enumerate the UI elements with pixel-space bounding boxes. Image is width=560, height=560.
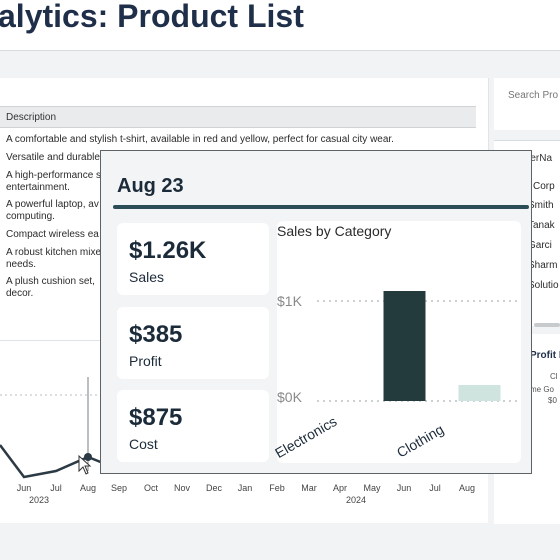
month-label: Nov (173, 483, 191, 493)
bar-electronics[interactable] (383, 291, 426, 401)
description-column-header[interactable]: Description (0, 106, 476, 128)
cursor-icon (78, 455, 92, 475)
customer-item[interactable]: Smith (528, 200, 554, 211)
profit-value: $0 (548, 396, 557, 405)
customer-item[interactable]: Sharm (528, 260, 558, 271)
table-row[interactable]: A plush cushion set, decor. (6, 276, 476, 300)
table-cell: A comfortable and stylish t-shirt, avail… (6, 134, 394, 145)
bar-chart-svg (317, 291, 517, 402)
kpi-value: $385 (129, 321, 183, 348)
table-cell: computing. (6, 211, 55, 222)
kpi-value: $875 (129, 404, 183, 431)
year-label: 2023 (28, 495, 50, 505)
kpi-label: Sales (129, 269, 165, 285)
year-label: 2024 (345, 495, 367, 505)
y-tick-label: $0K (277, 389, 302, 405)
month-label: Aug (79, 483, 97, 493)
customer-name-header[interactable]: merNa (522, 153, 553, 164)
table-row[interactable]: A high-performance s entertainment. (6, 170, 476, 194)
sales-by-category-chart: Sales by Category $1K $0K Electronics Cl… (272, 221, 521, 463)
month-label: Apr (332, 483, 348, 493)
tooltip-title: Aug 23 (117, 175, 184, 197)
table-row[interactable]: A powerful laptop, av computing. (6, 199, 476, 223)
category-label: Clothing (393, 421, 447, 461)
category-label: Electronics (272, 413, 340, 462)
customer-item[interactable]: Tanak (528, 220, 555, 231)
bar-clothing[interactable] (458, 385, 501, 401)
month-label: Feb (269, 483, 285, 493)
scrollbar[interactable] (534, 323, 560, 327)
kpi-value: $1.26K (129, 237, 207, 264)
table-row[interactable]: Versatile and durable (6, 152, 476, 164)
tooltip-divider (113, 205, 529, 209)
table-cell: Versatile and durable (6, 152, 100, 163)
kpi-label: Cost (129, 436, 158, 452)
page-title: alytics: Product List (0, 0, 304, 34)
table-cell: needs. (6, 259, 37, 270)
customer-item[interactable]: l Corp (528, 181, 555, 192)
profit-label: Cl (550, 372, 558, 381)
month-label: Mar (301, 483, 317, 493)
table-row[interactable]: A comfortable and stylish t-shirt, avail… (6, 134, 476, 146)
table-cell: A powerful laptop, av (6, 199, 99, 210)
search-panel (494, 78, 560, 130)
profit-label: me Go (530, 385, 555, 394)
table-cell: A high-performance s (6, 170, 102, 181)
kpi-card-profit: $385 Profit (117, 307, 269, 379)
table-cell: A plush cushion set, (6, 276, 95, 287)
table-row[interactable]: A robust kitchen mixe needs. (6, 247, 476, 271)
table-cell: decor. (6, 288, 34, 299)
customer-item[interactable]: Solutio (528, 280, 559, 291)
month-label: May (363, 483, 381, 493)
table-cell: Compact wireless ea (6, 229, 99, 240)
kpi-card-sales: $1.26K Sales (117, 223, 269, 295)
table-cell: A robust kitchen mixe (6, 247, 102, 258)
month-label: Dec (205, 483, 223, 493)
month-label: Jan (237, 483, 253, 493)
search-input[interactable] (508, 90, 560, 101)
tooltip-card: Aug 23 $1.26K Sales $385 Profit $875 Cos… (100, 150, 532, 474)
month-label: Jul (50, 483, 62, 493)
month-label: Aug (458, 483, 476, 493)
customer-item[interactable]: Garci (528, 240, 552, 251)
month-label: Jun (16, 483, 32, 493)
sales-trend-line (0, 444, 109, 479)
month-label: Sep (110, 483, 128, 493)
table-cell: entertainment. (6, 182, 70, 193)
hover-point[interactable] (84, 453, 92, 461)
month-label: Oct (143, 483, 159, 493)
y-tick-label: $1K (277, 293, 302, 309)
title-bar: alytics: Product List (0, 0, 560, 51)
profit-panel-title: Profit I (530, 350, 560, 361)
month-label: Jun (396, 483, 412, 493)
month-label: Jul (429, 483, 441, 493)
chart-title: Sales by Category (277, 223, 392, 239)
kpi-label: Profit (129, 353, 162, 369)
kpi-card-cost: $875 Cost (117, 390, 269, 462)
table-row[interactable]: Compact wireless ea (6, 229, 476, 241)
